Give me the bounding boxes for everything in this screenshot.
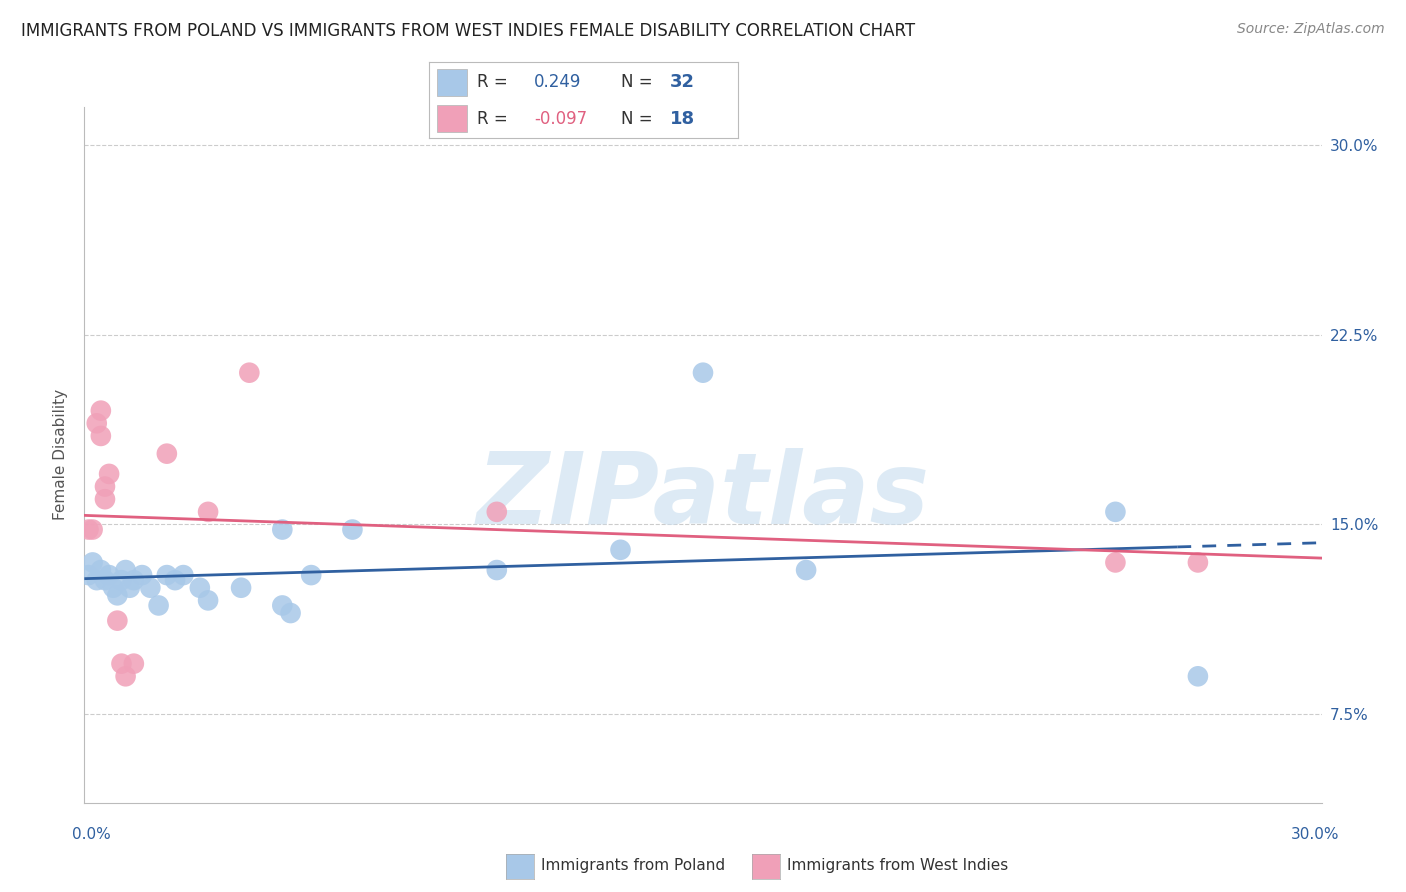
- Point: [271, 523, 294, 537]
- Point: [485, 505, 508, 519]
- Point: [94, 573, 117, 587]
- Text: Immigrants from West Indies: Immigrants from West Indies: [787, 858, 1008, 872]
- Point: [229, 581, 252, 595]
- Point: [77, 568, 100, 582]
- Text: 30.0%: 30.0%: [1291, 827, 1339, 841]
- Point: [90, 563, 112, 577]
- Text: -0.097: -0.097: [534, 110, 588, 128]
- Text: R =: R =: [477, 73, 508, 91]
- Point: [122, 657, 145, 671]
- Point: [794, 563, 817, 577]
- Point: [114, 669, 136, 683]
- Point: [172, 568, 194, 582]
- Point: [114, 563, 136, 577]
- Point: [94, 479, 117, 493]
- Text: 32: 32: [671, 73, 695, 91]
- Point: [197, 593, 219, 607]
- Point: [156, 447, 179, 461]
- Point: [86, 417, 108, 431]
- Point: [105, 588, 128, 602]
- Text: Source: ZipAtlas.com: Source: ZipAtlas.com: [1237, 22, 1385, 37]
- FancyBboxPatch shape: [436, 105, 467, 132]
- Text: IMMIGRANTS FROM POLAND VS IMMIGRANTS FROM WEST INDIES FEMALE DISABILITY CORRELAT: IMMIGRANTS FROM POLAND VS IMMIGRANTS FRO…: [21, 22, 915, 40]
- Text: N =: N =: [620, 73, 652, 91]
- Point: [94, 492, 117, 507]
- Text: 0.249: 0.249: [534, 73, 581, 91]
- Point: [82, 523, 104, 537]
- Point: [98, 467, 121, 481]
- Point: [82, 556, 104, 570]
- Y-axis label: Female Disability: Female Disability: [53, 389, 69, 521]
- Point: [118, 581, 141, 595]
- Point: [110, 573, 132, 587]
- Point: [692, 366, 714, 380]
- Point: [110, 657, 132, 671]
- Point: [156, 568, 179, 582]
- Point: [1104, 556, 1126, 570]
- Text: Immigrants from Poland: Immigrants from Poland: [541, 858, 725, 872]
- Point: [139, 581, 162, 595]
- Text: N =: N =: [620, 110, 652, 128]
- Point: [485, 563, 508, 577]
- Text: ZIPatlas: ZIPatlas: [477, 448, 929, 545]
- Point: [148, 599, 170, 613]
- Point: [1104, 505, 1126, 519]
- Point: [280, 606, 302, 620]
- Point: [103, 581, 125, 595]
- Text: 18: 18: [671, 110, 695, 128]
- Point: [1187, 556, 1209, 570]
- Point: [98, 568, 121, 582]
- Point: [238, 366, 260, 380]
- Point: [131, 568, 153, 582]
- Point: [90, 403, 112, 417]
- Text: R =: R =: [477, 110, 508, 128]
- Point: [188, 581, 211, 595]
- Point: [122, 573, 145, 587]
- Point: [609, 542, 631, 557]
- Point: [165, 573, 187, 587]
- FancyBboxPatch shape: [436, 69, 467, 95]
- Point: [271, 599, 294, 613]
- Point: [299, 568, 322, 582]
- Point: [105, 614, 128, 628]
- Point: [77, 523, 100, 537]
- Point: [1187, 669, 1209, 683]
- Point: [197, 505, 219, 519]
- Point: [90, 429, 112, 443]
- Point: [342, 523, 364, 537]
- Point: [86, 573, 108, 587]
- Text: 0.0%: 0.0%: [72, 827, 111, 841]
